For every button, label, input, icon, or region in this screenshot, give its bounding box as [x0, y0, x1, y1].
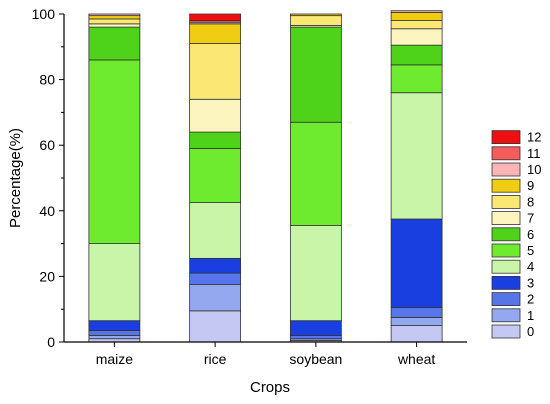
legend-swatch-6: [491, 227, 521, 242]
legend-label-7: 7: [527, 211, 534, 226]
bar-segment-soybean-3: [289, 320, 342, 336]
y-tick-label-60: 60: [39, 137, 55, 153]
bar-segment-wheat-9: [390, 11, 443, 21]
x-tick-label-rice: rice: [204, 351, 227, 367]
y-tick-label-100: 100: [32, 6, 56, 22]
x-tick-label-soybean: soybean: [289, 351, 342, 367]
legend-label-4: 4: [527, 259, 534, 274]
legend-label-1: 1: [527, 308, 534, 323]
bar-segment-soybean-5: [289, 121, 342, 226]
x-tick-label-maize: maize: [96, 351, 134, 367]
bar-segment-soybean-2: [289, 335, 342, 340]
legend-label-6: 6: [527, 227, 534, 242]
bar-segment-wheat-2: [390, 307, 443, 318]
bar-segment-wheat-6: [390, 44, 443, 66]
bar-segment-rice-8: [189, 43, 242, 100]
legend-label-10: 10: [527, 162, 541, 177]
x-axis-title: Crops: [250, 379, 290, 396]
x-tick-label-wheat: wheat: [397, 351, 435, 367]
bar-segment-wheat-7: [390, 28, 443, 46]
legend-label-2: 2: [527, 292, 534, 307]
bar-segment-maize-8: [88, 18, 141, 25]
legend-label-8: 8: [527, 194, 534, 209]
legend-swatch-10: [491, 162, 521, 177]
bar-segment-rice-4: [189, 202, 242, 259]
legend-label-0: 0: [527, 324, 534, 339]
legend-swatch-3: [491, 275, 521, 290]
bar-segment-maize-6: [88, 26, 141, 61]
y-tick-label-0: 0: [47, 334, 55, 350]
bar-segment-maize-4: [88, 243, 141, 322]
legend-swatch-1: [491, 308, 521, 323]
legend-swatch-2: [491, 292, 521, 307]
bar-segment-wheat-1: [390, 316, 443, 326]
bar-segment-wheat-4: [390, 92, 443, 220]
bar-segment-maize-2: [88, 330, 141, 336]
ticks: 0 20 40 60 80 100 maize rice soybean wheat: [32, 6, 436, 367]
bar-segment-rice-7: [189, 98, 242, 133]
bar-segment-rice-12: [189, 13, 242, 21]
legend-label-3: 3: [527, 275, 534, 290]
legend-label-12: 12: [527, 130, 541, 145]
bar-segment-rice-0: [189, 310, 242, 343]
bar-segment-wheat-10: [390, 10, 443, 13]
y-tick-label-20: 20: [39, 268, 55, 284]
y-axis-title: Percentage(%): [7, 128, 24, 228]
bar-segment-soybean-4: [289, 225, 342, 322]
legend-swatch-0: [491, 324, 521, 339]
legend-swatch-8: [491, 194, 521, 209]
bar-segment-soybean-8: [289, 15, 342, 26]
legend-swatch-4: [491, 259, 521, 274]
bar-segment-rice-5: [189, 148, 242, 203]
legend-swatch-9: [491, 178, 521, 193]
bar-segment-rice-1: [189, 284, 242, 312]
bar-segment-maize-9: [88, 15, 141, 20]
bar-segment-maize-1: [88, 335, 141, 340]
y-tick-label-40: 40: [39, 203, 55, 219]
bar-segment-wheat-5: [390, 64, 443, 94]
bars: [88, 10, 443, 343]
y-tick-label-80: 80: [39, 72, 55, 88]
legend-swatch-5: [491, 243, 521, 258]
legend-swatch-7: [491, 211, 521, 226]
bar-segment-rice-2: [189, 272, 242, 285]
bar-segment-soybean-6: [289, 26, 342, 123]
bar-segment-soybean-9: [289, 13, 342, 17]
bar-segment-wheat-0: [390, 325, 443, 343]
bar-segment-rice-6: [189, 131, 242, 149]
bar-segment-maize-5: [88, 59, 141, 244]
legend-label-9: 9: [527, 178, 534, 193]
legend-label-11: 11: [527, 146, 541, 161]
legend-label-5: 5: [527, 243, 534, 258]
bar-segment-rice-3: [189, 257, 242, 274]
bar-segment-maize-3: [88, 320, 141, 331]
bar-segment-maize-10: [88, 13, 141, 17]
legend-swatch-12: [491, 130, 521, 145]
bar-segment-maize-7: [88, 23, 141, 28]
legend-swatch-11: [491, 146, 521, 161]
bar-segment-wheat-8: [390, 20, 443, 30]
bar-segment-rice-9: [189, 23, 242, 44]
bar-segment-wheat-3: [390, 218, 443, 308]
